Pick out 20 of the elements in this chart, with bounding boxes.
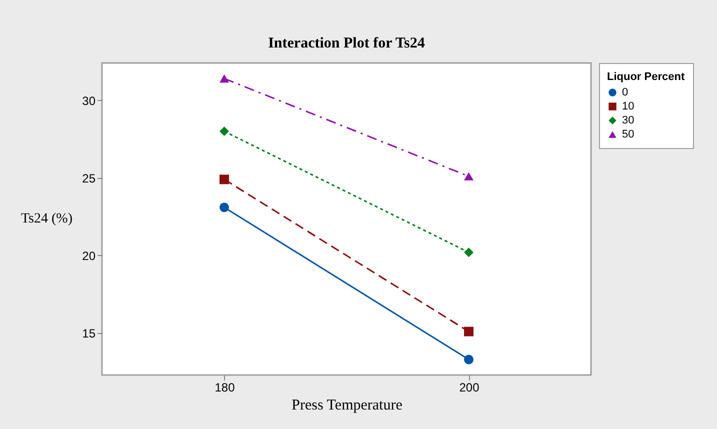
chart-title: Interaction Plot for Ts24: [268, 36, 426, 52]
legend-label: 10: [622, 100, 634, 112]
point: [464, 354, 474, 364]
point: [220, 174, 229, 184]
point: [220, 126, 229, 136]
y-tick-label: 20: [82, 248, 96, 263]
y-tick-label: 25: [82, 171, 96, 186]
y-tick-label: 15: [82, 326, 96, 341]
legend-label: 50: [622, 128, 634, 140]
x-axis-title: Press Temperature: [292, 398, 403, 414]
legend-label: 30: [622, 114, 634, 126]
point: [464, 326, 474, 336]
y-tick-label: 30: [82, 94, 96, 108]
x-tick-label: 200: [459, 380, 480, 394]
y-axis-title: Ts24 (%): [20, 212, 73, 226]
legend-title: Liquor Percent: [607, 71, 685, 83]
point: [464, 248, 474, 258]
x-tick-label: 180: [214, 380, 236, 394]
point: [220, 202, 229, 212]
legend-label: 0: [622, 86, 628, 98]
